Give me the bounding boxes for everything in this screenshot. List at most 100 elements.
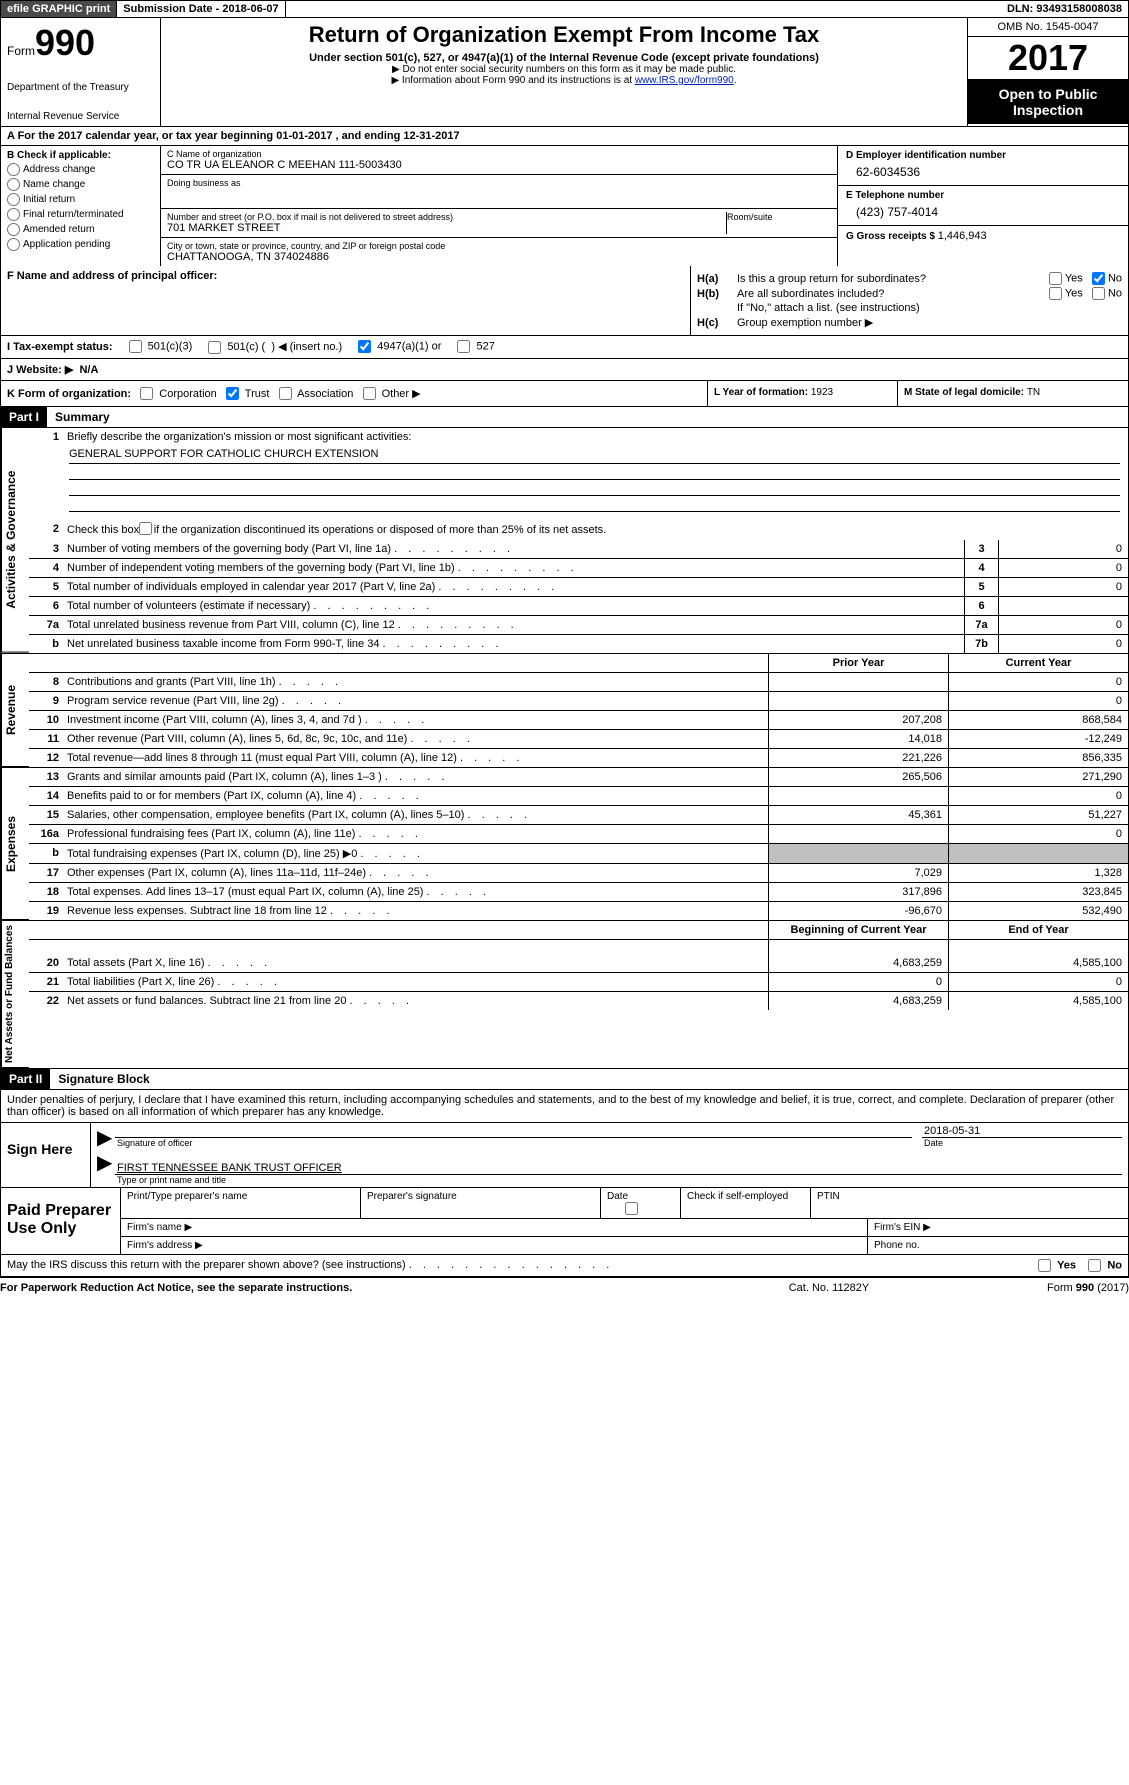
k-corp-chk[interactable] xyxy=(140,387,153,400)
k-trust-chk[interactable] xyxy=(226,387,239,400)
prep-row-1: Print/Type preparer's name Preparer's si… xyxy=(121,1188,1128,1219)
line-2-chk[interactable] xyxy=(139,522,152,535)
chk-application-pending-input[interactable] xyxy=(7,238,20,251)
discuss-text: May the IRS discuss this return with the… xyxy=(7,1259,962,1272)
gov-line-7a-box: 7a xyxy=(964,616,998,634)
net-lines-22-num: 22 xyxy=(29,992,63,1010)
net-hdr-begin: Beginning of Current Year xyxy=(768,921,948,939)
form-number: Form990 xyxy=(7,22,154,64)
address-row: Number and street (or P.O. box if mail i… xyxy=(161,209,837,238)
gov-line-7a-num: 7a xyxy=(29,616,63,634)
chk-address-change-label: Address change xyxy=(23,164,95,175)
gross-receipts-value: 1,446,943 xyxy=(938,230,987,242)
h-a-no-chk[interactable] xyxy=(1092,272,1105,285)
chk-address-change-input[interactable] xyxy=(7,163,20,176)
chk-application-pending-label: Application pending xyxy=(23,239,110,250)
rev-lines-8-num: 8 xyxy=(29,673,63,691)
h-b-key: H(b) xyxy=(697,288,737,300)
gov-line-b: bNet unrelated business taxable income f… xyxy=(29,635,1128,653)
telephone-label: E Telephone number xyxy=(846,190,1120,201)
rev-lines-10-num: 10 xyxy=(29,711,63,729)
h-b-yes-chk[interactable] xyxy=(1049,287,1062,300)
discuss-dots: . . . . . . . . . . . . . . . xyxy=(409,1259,614,1271)
chk-final-return-label: Final return/terminated xyxy=(23,209,124,220)
discuss-text-content: May the IRS discuss this return with the… xyxy=(7,1259,406,1271)
section-fh: F Name and address of principal officer:… xyxy=(0,266,1129,336)
rev-lines-9-num: 9 xyxy=(29,692,63,710)
tax-opt-527-chk[interactable] xyxy=(457,340,470,353)
h-b-note: If "No," attach a list. (see instruction… xyxy=(737,302,1122,314)
chk-final-return-input[interactable] xyxy=(7,208,20,221)
section-a: A For the 2017 calendar year, or tax yea… xyxy=(0,127,1129,146)
chk-name-change[interactable]: Name change xyxy=(7,178,154,191)
irs-link[interactable]: www.IRS.gov/form990 xyxy=(635,75,734,86)
k-other-chk[interactable] xyxy=(363,387,376,400)
column-d: D Employer identification number 62-6034… xyxy=(838,146,1128,266)
paid-preparer-block: Paid Preparer Use Only Print/Type prepar… xyxy=(0,1188,1129,1255)
chk-initial-return-input[interactable] xyxy=(7,193,20,206)
mission-line-2 xyxy=(69,464,1120,480)
net-hdr-num xyxy=(29,921,63,939)
tax-opt-501c[interactable]: 501(c) ( ) ◀ (insert no.) xyxy=(208,340,342,354)
h-b-no-chk[interactable] xyxy=(1092,287,1105,300)
chk-name-change-input[interactable] xyxy=(7,178,20,191)
gov-line-b-num: b xyxy=(29,635,63,653)
revenue-header: Prior Year Current Year xyxy=(29,654,1128,673)
chk-initial-return[interactable]: Initial return xyxy=(7,193,154,206)
chk-amended-return[interactable]: Amended return xyxy=(7,223,154,236)
discuss-no-chk[interactable] xyxy=(1088,1259,1101,1272)
gov-line-6-box: 6 xyxy=(964,597,998,615)
tax-opt-501c-chk[interactable] xyxy=(208,341,221,354)
h-a-yes-chk[interactable] xyxy=(1049,272,1062,285)
chk-application-pending[interactable]: Application pending xyxy=(7,238,154,251)
prep-date-label: Date xyxy=(601,1188,681,1218)
net-hdr-end: End of Year xyxy=(948,921,1128,939)
tax-opt-4947-label: 4947(a)(1) or xyxy=(377,341,441,353)
exp-lines-17-prior: 7,029 xyxy=(768,864,948,882)
exp-lines-13-text: Grants and similar amounts paid (Part IX… xyxy=(63,768,768,786)
tax-opt-4947[interactable]: 4947(a)(1) or xyxy=(358,340,441,353)
footer-left: For Paperwork Reduction Act Notice, see … xyxy=(0,1282,729,1294)
m-value: TN xyxy=(1027,387,1040,398)
exp-lines-18: 18Total expenses. Add lines 13–17 (must … xyxy=(29,883,1128,902)
line-1-num: 1 xyxy=(29,428,63,446)
rev-hdr-prior: Prior Year xyxy=(768,654,948,672)
exp-lines-13-prior: 265,506 xyxy=(768,768,948,786)
chk-amended-return-input[interactable] xyxy=(7,223,20,236)
k-assoc-chk[interactable] xyxy=(279,387,292,400)
tax-opt-501c3-chk[interactable] xyxy=(129,340,142,353)
paid-preparer-label: Paid Preparer Use Only xyxy=(1,1188,121,1254)
chk-address-change[interactable]: Address change xyxy=(7,163,154,176)
exp-lines-15-current: 51,227 xyxy=(948,806,1128,824)
tax-opt-527[interactable]: 527 xyxy=(457,340,494,353)
line-2-text: Check this box ▶ if the organization dis… xyxy=(63,520,1128,540)
tax-opt-501c-pre: 501(c) ( xyxy=(227,341,265,353)
exp-lines-18-current: 323,845 xyxy=(948,883,1128,901)
tax-opt-501c3[interactable]: 501(c)(3) xyxy=(129,340,193,353)
discuss-yes-chk[interactable] xyxy=(1038,1259,1051,1272)
exp-lines-13-num: 13 xyxy=(29,768,63,786)
summary-revenue: Revenue Prior Year Current Year 8Contrib… xyxy=(0,653,1129,767)
vtab-governance: Activities & Governance xyxy=(1,428,29,653)
form-990-text: 990 xyxy=(35,22,95,63)
header-center: Return of Organization Exempt From Incom… xyxy=(161,18,968,126)
form-990-page: efile GRAPHIC print Submission Date - 20… xyxy=(0,0,1129,1298)
net-lines-20-text: Total assets (Part X, line 16) . . . . . xyxy=(63,954,768,972)
exp-lines-b-prior xyxy=(768,844,948,863)
sig-officer-field[interactable] xyxy=(115,1125,912,1138)
tax-opt-4947-chk[interactable] xyxy=(358,340,371,353)
prep-check-text: Check if self-employed xyxy=(687,1191,788,1202)
exp-lines-13: 13Grants and similar amounts paid (Part … xyxy=(29,768,1128,787)
gov-line-6: 6Total number of volunteers (estimate if… xyxy=(29,597,1128,616)
exp-lines-14: 14Benefits paid to or for members (Part … xyxy=(29,787,1128,806)
exp-lines-19-num: 19 xyxy=(29,902,63,920)
city-label: City or town, state or province, country… xyxy=(167,241,831,251)
exp-lines-18-num: 18 xyxy=(29,883,63,901)
department-text: Department of the Treasury xyxy=(7,82,154,93)
address-value: 701 MARKET STREET xyxy=(167,222,722,234)
chk-final-return[interactable]: Final return/terminated xyxy=(7,208,154,221)
tax-opt-501c-post: ) ◀ (insert no.) xyxy=(271,341,342,353)
prep-self-employed-chk[interactable] xyxy=(625,1202,638,1215)
efile-badge: efile GRAPHIC print xyxy=(1,1,117,17)
perjury-statement: Under penalties of perjury, I declare th… xyxy=(0,1090,1129,1123)
